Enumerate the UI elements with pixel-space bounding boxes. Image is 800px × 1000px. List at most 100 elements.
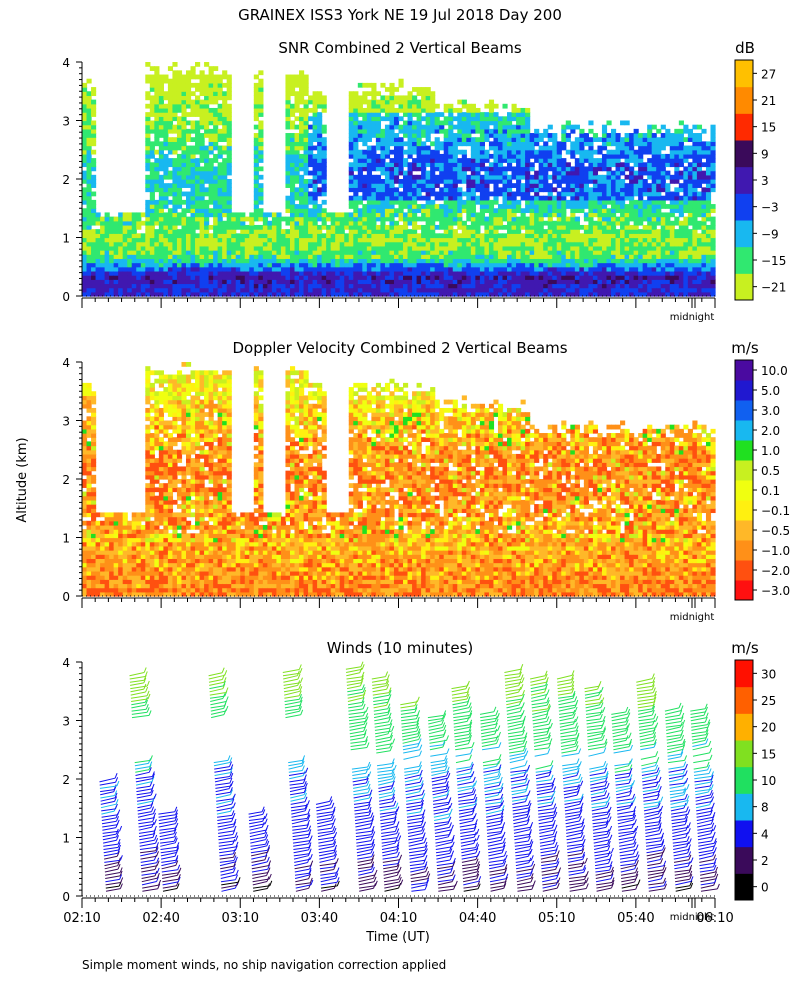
heatmap-cell xyxy=(403,124,409,130)
heatmap-cell xyxy=(638,250,644,255)
heatmap-cell xyxy=(122,224,128,230)
heatmap-cell xyxy=(154,262,160,268)
heatmap-cell xyxy=(642,162,648,168)
heatmap-cell xyxy=(543,133,549,138)
heatmap-cell xyxy=(651,258,657,264)
heatmap-cell xyxy=(258,199,264,205)
heatmap-cell xyxy=(403,279,409,285)
heatmap-cell xyxy=(624,275,630,280)
heatmap-cell xyxy=(556,254,562,259)
heatmap-cell xyxy=(289,74,296,80)
heatmap-cell xyxy=(448,179,454,184)
heatmap-cell xyxy=(466,166,472,172)
heatmap-cell xyxy=(403,254,409,259)
heatmap-cell xyxy=(507,128,513,134)
heatmap-cell xyxy=(633,287,639,293)
heatmap-cell xyxy=(475,158,481,163)
heatmap-cell xyxy=(601,183,608,188)
heatmap-cell xyxy=(285,250,291,255)
heatmap-cell xyxy=(642,204,648,209)
heatmap-cell xyxy=(475,262,481,268)
heatmap-cell xyxy=(258,91,264,97)
heatmap-cell xyxy=(86,174,92,180)
heatmap-cell xyxy=(249,275,255,280)
heatmap-cell xyxy=(647,212,653,218)
heatmap-cell xyxy=(204,187,210,193)
heatmap-cell xyxy=(611,204,617,209)
heatmap-cell xyxy=(299,166,305,172)
heatmap-cell xyxy=(597,208,603,214)
heatmap-cell xyxy=(475,153,481,159)
heatmap-cell xyxy=(601,187,608,193)
heatmap-cell xyxy=(421,237,427,243)
heatmap-cell xyxy=(122,258,128,264)
heatmap-cell xyxy=(425,153,431,159)
heatmap-cell xyxy=(226,137,232,142)
heatmap-cell xyxy=(158,291,164,297)
heatmap-cell xyxy=(470,262,476,268)
heatmap-cell xyxy=(543,179,549,184)
heatmap-cell xyxy=(167,208,174,214)
heatmap-cell xyxy=(353,195,359,201)
heatmap-cell xyxy=(154,283,160,289)
heatmap-cell xyxy=(665,270,671,276)
heatmap-cell xyxy=(565,166,571,172)
heatmap-cell xyxy=(493,258,499,264)
heatmap-cell xyxy=(353,112,359,117)
heatmap-cell xyxy=(113,279,119,285)
heatmap-cell xyxy=(425,158,431,163)
heatmap-cell xyxy=(226,216,232,222)
heatmap-cell xyxy=(633,266,639,272)
heatmap-cell xyxy=(208,137,214,142)
heatmap-cell xyxy=(82,191,88,197)
heatmap-cell xyxy=(181,107,187,113)
heatmap-cell xyxy=(185,241,192,247)
heatmap-cell xyxy=(475,145,481,151)
heatmap-cell xyxy=(475,258,481,264)
heatmap-cell xyxy=(597,195,603,201)
heatmap-cell xyxy=(448,153,454,159)
heatmap-cell xyxy=(611,220,617,226)
heatmap-cell xyxy=(457,199,463,205)
heatmap-cell xyxy=(452,266,458,272)
heatmap-cell xyxy=(204,254,210,259)
heatmap-cell xyxy=(86,208,92,214)
heatmap-cell xyxy=(529,270,535,276)
heatmap-cell xyxy=(258,149,264,155)
heatmap-cell xyxy=(380,270,386,276)
heatmap-cell xyxy=(380,191,386,197)
heatmap-cell xyxy=(425,204,431,209)
heatmap-cell xyxy=(185,82,192,88)
heatmap-cell xyxy=(104,229,110,234)
heatmap-cell xyxy=(181,120,187,126)
heatmap-cell xyxy=(656,229,662,234)
heatmap-cell xyxy=(660,179,666,184)
heatmap-cell xyxy=(403,245,409,251)
heatmap-cell xyxy=(430,216,436,222)
heatmap-cell xyxy=(357,216,363,222)
heatmap-cell xyxy=(552,204,558,209)
heatmap-cell xyxy=(475,112,481,117)
heatmap-cell xyxy=(656,166,662,172)
heatmap-cell xyxy=(606,170,612,176)
heatmap-cell xyxy=(403,174,409,180)
heatmap-cell xyxy=(416,258,422,264)
heatmap-cell xyxy=(547,258,553,264)
heatmap-cell xyxy=(633,133,639,138)
heatmap-cell xyxy=(222,170,228,176)
heatmap-cell xyxy=(185,245,192,251)
heatmap-cell xyxy=(457,191,463,197)
heatmap-cell xyxy=(362,250,368,255)
heatmap-cell xyxy=(185,279,192,285)
heatmap-cell xyxy=(434,179,440,184)
heatmap-cell xyxy=(299,212,305,218)
heatmap-cell xyxy=(588,270,594,276)
heatmap-cell xyxy=(375,250,382,255)
heatmap-cell xyxy=(176,266,183,272)
heatmap-cell xyxy=(497,291,504,297)
heatmap-cell xyxy=(511,216,517,222)
heatmap-cell xyxy=(407,266,413,272)
heatmap-cell xyxy=(511,199,517,205)
heatmap-cell xyxy=(398,149,404,155)
heatmap-cell xyxy=(154,91,160,97)
